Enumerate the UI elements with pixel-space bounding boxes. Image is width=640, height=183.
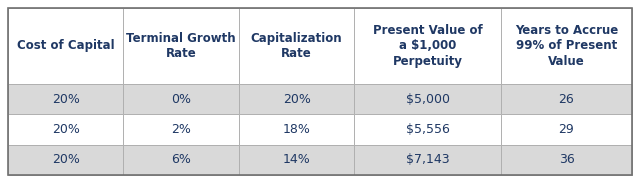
Text: Years to Accrue
99% of Present
Value: Years to Accrue 99% of Present Value (515, 24, 618, 68)
Text: 20%: 20% (52, 153, 79, 166)
Text: 14%: 14% (283, 153, 310, 166)
Text: Cost of Capital: Cost of Capital (17, 40, 115, 53)
Bar (239, 84, 355, 114)
Bar (355, 145, 501, 175)
Text: 20%: 20% (283, 93, 310, 106)
Text: 26: 26 (559, 93, 574, 106)
Bar (239, 8, 355, 84)
Text: $5,000: $5,000 (406, 93, 450, 106)
Bar (124, 145, 239, 175)
Bar (8, 8, 124, 84)
Bar (8, 84, 124, 114)
Text: 20%: 20% (52, 93, 79, 106)
Text: $7,143: $7,143 (406, 153, 449, 166)
Bar (501, 114, 632, 145)
Bar (8, 114, 124, 145)
Text: 36: 36 (559, 153, 574, 166)
Text: $5,556: $5,556 (406, 123, 449, 136)
Text: Capitalization
Rate: Capitalization Rate (251, 32, 342, 60)
Text: 2%: 2% (172, 123, 191, 136)
Bar (239, 114, 355, 145)
Bar (124, 84, 239, 114)
Text: Present Value of
a $1,000
Perpetuity: Present Value of a $1,000 Perpetuity (372, 24, 483, 68)
Text: Terminal Growth
Rate: Terminal Growth Rate (126, 32, 236, 60)
Text: 29: 29 (559, 123, 574, 136)
Text: 0%: 0% (171, 93, 191, 106)
Bar (501, 84, 632, 114)
Bar (355, 84, 501, 114)
Text: 20%: 20% (52, 123, 79, 136)
Bar (124, 114, 239, 145)
Bar (501, 8, 632, 84)
Text: 18%: 18% (283, 123, 310, 136)
Bar (355, 114, 501, 145)
Text: 6%: 6% (172, 153, 191, 166)
Bar (355, 8, 501, 84)
Bar (501, 145, 632, 175)
Bar (8, 145, 124, 175)
Bar (124, 8, 239, 84)
Bar (239, 145, 355, 175)
